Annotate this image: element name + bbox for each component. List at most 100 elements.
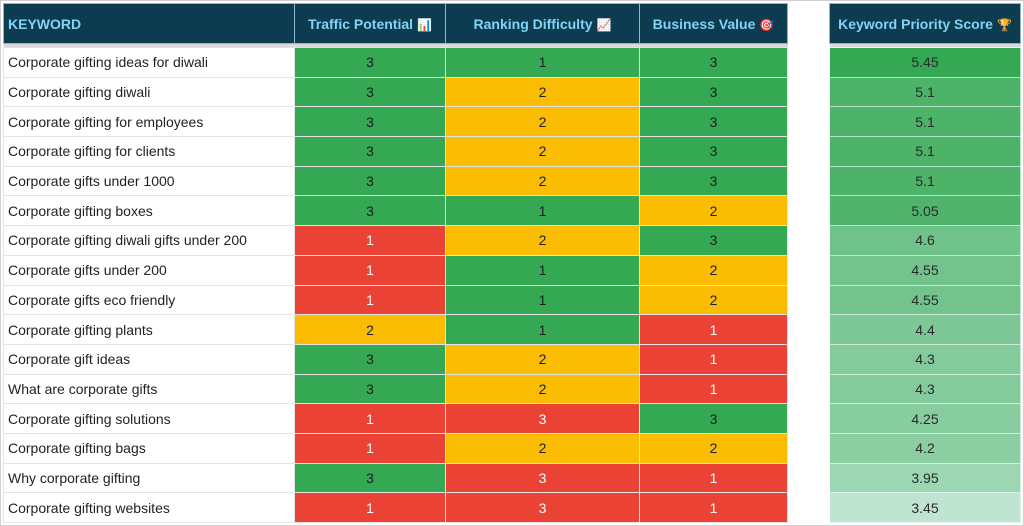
traffic-potential-cell[interactable]: 1 <box>294 432 446 464</box>
spacer-cell <box>787 433 830 464</box>
ranking-difficulty-cell[interactable]: 1 <box>445 284 640 316</box>
business-value-cell[interactable]: 3 <box>639 225 788 256</box>
table-row: Corporate gifts under 200 1 1 2 4.55 <box>3 254 1021 286</box>
header-traffic-potential[interactable]: Traffic Potential 📊 <box>294 3 446 44</box>
business-value-cell[interactable]: 1 <box>639 462 788 494</box>
traffic-potential-cell[interactable]: 1 <box>294 254 446 286</box>
keyword-cell[interactable]: Corporate gifting solutions <box>3 403 295 434</box>
traffic-potential-cell[interactable]: 3 <box>294 195 446 227</box>
business-value-cell[interactable]: 2 <box>639 284 788 316</box>
keyword-cell[interactable]: Corporate gifting for employees <box>3 106 295 138</box>
traffic-potential-cell[interactable]: 3 <box>294 136 446 167</box>
ranking-difficulty-cell[interactable]: 1 <box>445 314 640 345</box>
header-keyword[interactable]: KEYWORD <box>3 3 295 44</box>
priority-score-cell[interactable]: 3.45 <box>829 492 1021 523</box>
priority-score-cell[interactable]: 5.1 <box>829 136 1021 167</box>
business-value-cell[interactable]: 2 <box>639 254 788 286</box>
business-value-cell[interactable]: 1 <box>639 314 788 345</box>
ranking-difficulty-cell[interactable]: 1 <box>445 47 640 78</box>
ranking-difficulty-cell[interactable]: 3 <box>445 462 640 494</box>
priority-score-cell[interactable]: 4.3 <box>829 343 1021 375</box>
business-value-cell[interactable]: 1 <box>639 343 788 375</box>
traffic-potential-cell[interactable]: 1 <box>294 225 446 256</box>
ranking-difficulty-cell[interactable]: 1 <box>445 195 640 227</box>
business-value-cell[interactable]: 2 <box>639 432 788 464</box>
keyword-cell[interactable]: Corporate gifting websites <box>3 492 295 523</box>
ranking-difficulty-cell[interactable]: 2 <box>445 432 640 464</box>
ranking-difficulty-cell[interactable]: 3 <box>445 492 640 523</box>
header-business-value[interactable]: Business Value 🎯 <box>639 3 788 44</box>
table-row: Corporate gifting bags 1 2 2 4.2 <box>3 432 1021 464</box>
traffic-potential-cell[interactable]: 3 <box>294 106 446 138</box>
priority-score-cell[interactable]: 4.25 <box>829 403 1021 434</box>
traffic-potential-cell[interactable]: 1 <box>294 403 446 434</box>
spacer-cell <box>787 285 830 315</box>
priority-score-cell[interactable]: 4.4 <box>829 314 1021 345</box>
keyword-cell[interactable]: What are corporate gifts <box>3 373 295 405</box>
keyword-cell[interactable]: Corporate gifting bags <box>3 432 295 464</box>
keyword-cell[interactable]: Corporate gifts under 200 <box>3 254 295 286</box>
keyword-cell[interactable]: Corporate gifting boxes <box>3 195 295 227</box>
table-row: Corporate gifting plants 2 1 1 4.4 <box>3 314 1021 345</box>
traffic-potential-cell[interactable]: 3 <box>294 76 446 108</box>
ranking-difficulty-cell[interactable]: 2 <box>445 165 640 197</box>
keyword-cell[interactable]: Corporate gifts eco friendly <box>3 284 295 316</box>
business-value-cell[interactable]: 3 <box>639 403 788 434</box>
priority-score-cell[interactable]: 3.95 <box>829 462 1021 494</box>
keyword-cell[interactable]: Corporate gifting for clients <box>3 136 295 167</box>
spacer-cell <box>787 106 830 137</box>
priority-score-cell[interactable]: 5.1 <box>829 165 1021 197</box>
ranking-difficulty-cell[interactable]: 2 <box>445 136 640 167</box>
business-value-cell[interactable]: 3 <box>639 106 788 138</box>
traffic-potential-cell[interactable]: 2 <box>294 314 446 345</box>
header-row: KEYWORD Traffic Potential 📊 Ranking Diffi… <box>3 3 1021 44</box>
keyword-cell[interactable]: Corporate gifts under 1000 <box>3 165 295 197</box>
header-ranking-difficulty[interactable]: Ranking Difficulty 📈 <box>445 3 640 44</box>
keyword-cell[interactable]: Corporate gifting plants <box>3 314 295 345</box>
business-value-cell[interactable]: 3 <box>639 76 788 108</box>
business-value-cell[interactable]: 3 <box>639 136 788 167</box>
priority-score-cell[interactable]: 4.55 <box>829 284 1021 316</box>
spacer-cell <box>787 47 830 78</box>
ranking-difficulty-cell[interactable]: 2 <box>445 76 640 108</box>
spacer-cell <box>787 225 830 256</box>
business-value-cell[interactable]: 1 <box>639 373 788 405</box>
spacer-cell <box>787 463 830 493</box>
ranking-difficulty-cell[interactable]: 2 <box>445 225 640 256</box>
table-row: Corporate gifting solutions 1 3 3 4.25 <box>3 403 1021 434</box>
traffic-potential-cell[interactable]: 1 <box>294 492 446 523</box>
priority-score-cell[interactable]: 4.6 <box>829 225 1021 256</box>
traffic-potential-cell[interactable]: 3 <box>294 462 446 494</box>
keyword-cell[interactable]: Why corporate gifting <box>3 462 295 494</box>
ranking-difficulty-cell[interactable]: 2 <box>445 343 640 375</box>
trophy-icon: 🏆 <box>996 17 1012 32</box>
ranking-difficulty-cell[interactable]: 1 <box>445 254 640 286</box>
keyword-cell[interactable]: Corporate gifting ideas for diwali <box>3 47 295 78</box>
traffic-potential-cell[interactable]: 3 <box>294 165 446 197</box>
ranking-difficulty-cell[interactable]: 2 <box>445 373 640 405</box>
keyword-cell[interactable]: Corporate gift ideas <box>3 343 295 375</box>
business-value-cell[interactable]: 2 <box>639 195 788 227</box>
keyword-cell[interactable]: Corporate gifting diwali <box>3 76 295 108</box>
traffic-potential-cell[interactable]: 3 <box>294 343 446 375</box>
business-value-cell[interactable]: 3 <box>639 165 788 197</box>
priority-score-cell[interactable]: 5.1 <box>829 76 1021 108</box>
traffic-potential-cell[interactable]: 1 <box>294 284 446 316</box>
priority-score-cell[interactable]: 5.05 <box>829 195 1021 227</box>
business-value-cell[interactable]: 1 <box>639 492 788 523</box>
table-row: Corporate gifting diwali gifts under 200… <box>3 225 1021 256</box>
table-row: Corporate gifts under 1000 3 2 3 5.1 <box>3 165 1021 197</box>
spacer-cell <box>787 374 830 404</box>
business-value-cell[interactable]: 3 <box>639 47 788 78</box>
traffic-potential-cell[interactable]: 3 <box>294 373 446 405</box>
header-priority-score[interactable]: Keyword Priority Score 🏆 <box>829 3 1021 44</box>
priority-score-cell[interactable]: 4.2 <box>829 432 1021 464</box>
priority-score-cell[interactable]: 5.45 <box>829 47 1021 78</box>
priority-score-cell[interactable]: 5.1 <box>829 106 1021 138</box>
priority-score-cell[interactable]: 4.55 <box>829 254 1021 286</box>
ranking-difficulty-cell[interactable]: 2 <box>445 106 640 138</box>
keyword-cell[interactable]: Corporate gifting diwali gifts under 200 <box>3 225 295 256</box>
priority-score-cell[interactable]: 4.3 <box>829 373 1021 405</box>
ranking-difficulty-cell[interactable]: 3 <box>445 403 640 434</box>
traffic-potential-cell[interactable]: 3 <box>294 47 446 78</box>
